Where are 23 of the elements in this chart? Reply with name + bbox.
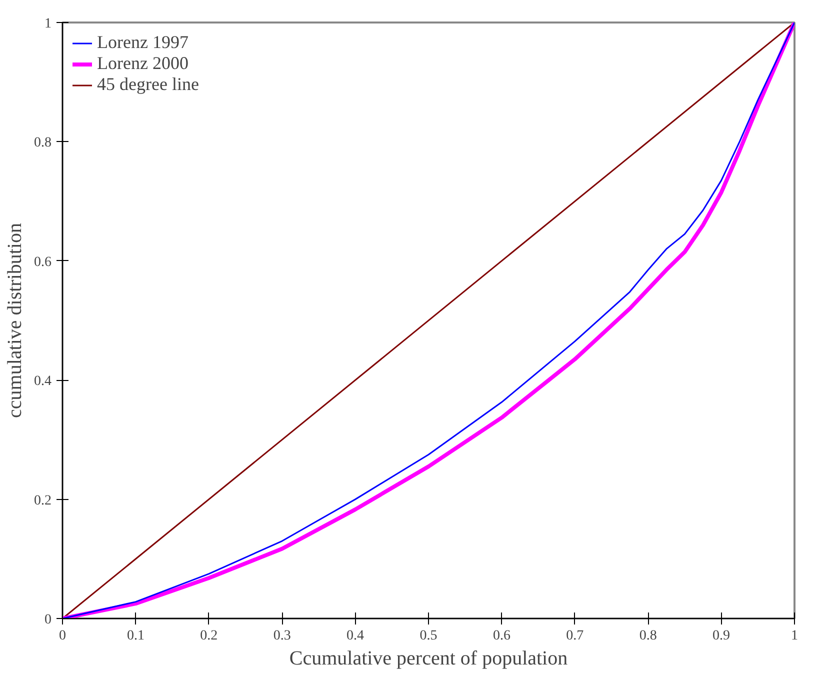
y-tick-label: 0.4 (34, 374, 52, 390)
legend-label: Lorenz 1997 (97, 32, 188, 53)
legend-label: 45 degree line (97, 74, 199, 95)
legend-label: Lorenz 2000 (97, 53, 188, 74)
x-tick-label: 0.2 (200, 628, 218, 644)
x-tick-label: 0.9 (712, 628, 730, 644)
x-tick-label: 0.6 (492, 628, 510, 644)
x-tick-label: 0.5 (420, 628, 438, 644)
y-tick-label: 0.6 (34, 254, 52, 270)
x-tick-label: 0.3 (273, 628, 291, 644)
x-tick-label: 1 (791, 628, 798, 644)
line-series (62, 22, 794, 618)
y-axis-title: ccumulative distribution (4, 223, 26, 418)
y-tick-label: 0.8 (34, 136, 52, 151)
x-tick-label: 0.4 (346, 628, 364, 644)
x-tick-label: 0.7 (566, 628, 584, 644)
y-tick-label: 0.2 (34, 493, 52, 508)
x-axis-title: Ccumulative percent of population (289, 648, 568, 670)
x-tick-label: 0.8 (639, 628, 657, 644)
x-tick-label: 0.1 (126, 628, 144, 644)
y-tick-label: 1 (44, 16, 52, 32)
x-tick-label: 0 (59, 628, 66, 644)
y-tick-label: 0 (44, 612, 52, 628)
